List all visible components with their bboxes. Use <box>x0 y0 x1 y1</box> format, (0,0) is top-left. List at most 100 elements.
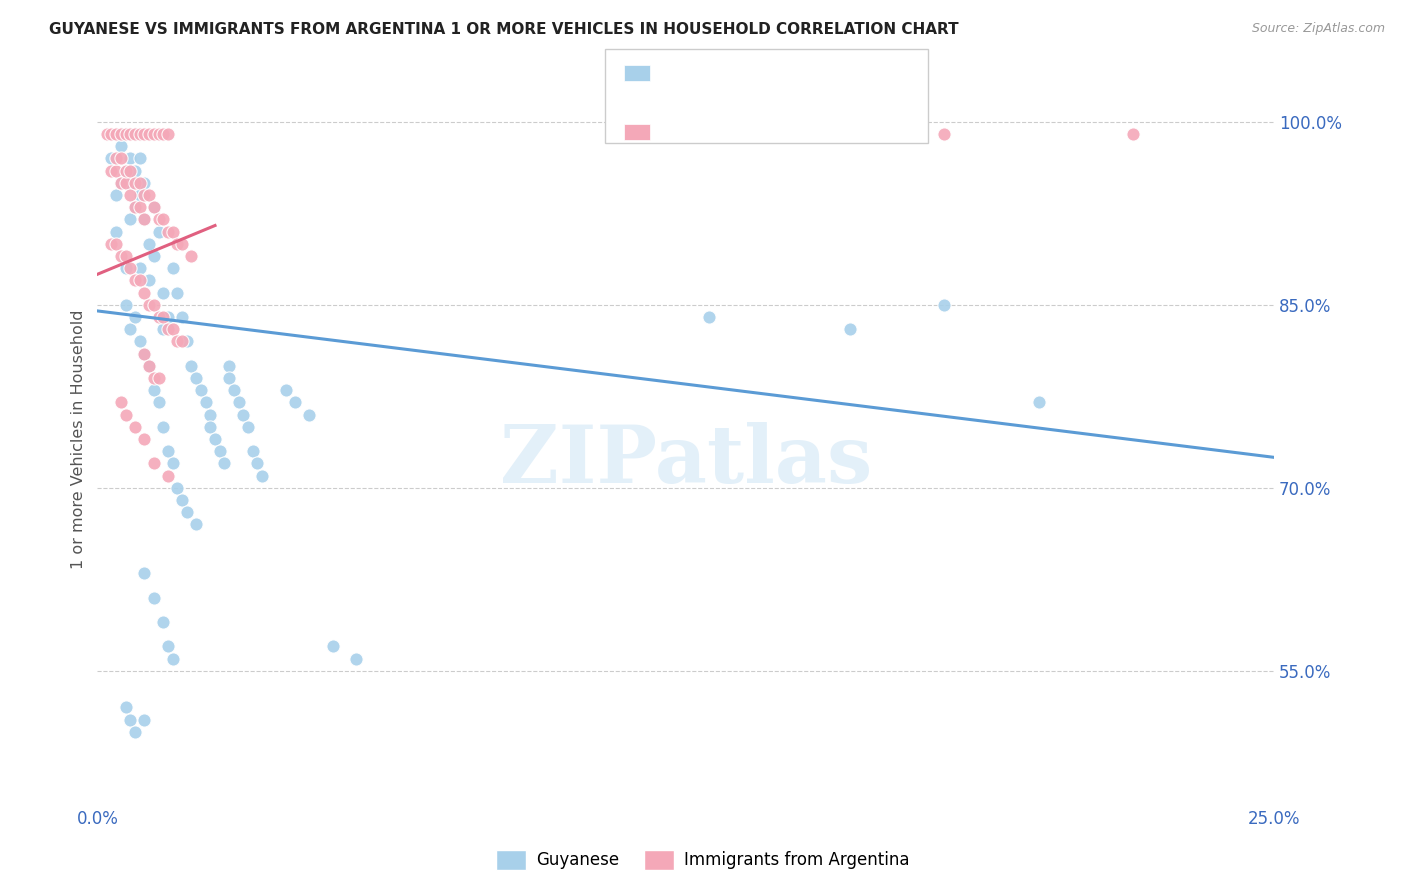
Point <box>138 188 160 202</box>
Point <box>298 408 321 422</box>
Point <box>138 359 160 373</box>
Point <box>142 371 165 385</box>
Text: GUYANESE VS IMMIGRANTS FROM ARGENTINA 1 OR MORE VEHICLES IN HOUSEHOLD CORRELATIO: GUYANESE VS IMMIGRANTS FROM ARGENTINA 1 … <box>49 22 959 37</box>
Point <box>180 249 202 263</box>
Point <box>120 212 142 227</box>
Point <box>138 359 160 373</box>
Point <box>166 481 188 495</box>
Point <box>124 200 146 214</box>
Point <box>170 334 193 349</box>
Point <box>105 188 128 202</box>
Point <box>166 334 188 349</box>
Point <box>156 310 179 324</box>
Point <box>134 176 156 190</box>
Point <box>148 371 170 385</box>
Point <box>128 200 150 214</box>
Point <box>114 176 136 190</box>
Point <box>105 152 128 166</box>
Point <box>128 273 150 287</box>
Point <box>228 395 250 409</box>
Point <box>152 127 174 141</box>
Point <box>156 127 179 141</box>
Point <box>148 225 170 239</box>
Point <box>138 298 160 312</box>
Point <box>114 163 136 178</box>
Point <box>322 640 344 654</box>
Point <box>152 615 174 629</box>
Point <box>194 395 217 409</box>
Point <box>186 517 208 532</box>
Point <box>120 127 142 141</box>
Point <box>214 457 236 471</box>
Point <box>100 163 122 178</box>
Point <box>124 127 146 141</box>
Point <box>114 700 136 714</box>
Point <box>934 298 956 312</box>
Point <box>142 249 165 263</box>
Point <box>134 713 156 727</box>
Point <box>124 127 146 141</box>
Point <box>204 432 226 446</box>
Point <box>100 152 122 166</box>
Point <box>156 444 179 458</box>
Point <box>134 212 156 227</box>
Point <box>110 127 132 141</box>
Point <box>218 359 240 373</box>
Point <box>134 188 156 202</box>
Point <box>138 236 160 251</box>
Text: R = 0.389: R = 0.389 <box>658 123 749 141</box>
Point <box>134 432 156 446</box>
Point <box>114 163 136 178</box>
Point <box>142 591 165 605</box>
Text: R = -0.112: R = -0.112 <box>658 63 755 81</box>
Point <box>697 310 720 324</box>
Point <box>142 127 165 141</box>
Point <box>128 334 150 349</box>
Point <box>134 285 156 300</box>
Point <box>134 127 156 141</box>
Point <box>105 127 128 141</box>
Point <box>162 457 184 471</box>
Text: N = 67: N = 67 <box>749 123 811 141</box>
Point <box>120 152 142 166</box>
Point <box>142 200 165 214</box>
Point <box>114 127 136 141</box>
Point <box>142 200 165 214</box>
Point <box>105 225 128 239</box>
Point <box>156 640 179 654</box>
Point <box>156 468 179 483</box>
Point <box>166 236 188 251</box>
Point <box>170 236 193 251</box>
Point <box>100 127 122 141</box>
Point <box>120 713 142 727</box>
Point <box>142 298 165 312</box>
Point <box>124 310 146 324</box>
Point <box>124 420 146 434</box>
Point <box>138 127 160 141</box>
Point <box>176 505 198 519</box>
Point <box>839 322 862 336</box>
Point <box>170 310 193 324</box>
Y-axis label: 1 or more Vehicles in Household: 1 or more Vehicles in Household <box>72 310 86 569</box>
Point <box>284 395 307 409</box>
Point <box>124 176 146 190</box>
Text: Source: ZipAtlas.com: Source: ZipAtlas.com <box>1251 22 1385 36</box>
Point <box>142 457 165 471</box>
Point <box>124 273 146 287</box>
Point <box>114 408 136 422</box>
Point <box>105 163 128 178</box>
Point <box>242 444 264 458</box>
Point <box>152 322 174 336</box>
Point <box>152 285 174 300</box>
Point <box>124 724 146 739</box>
Point <box>128 127 150 141</box>
Point <box>105 236 128 251</box>
Point <box>134 566 156 581</box>
Point <box>190 383 212 397</box>
Point <box>162 225 184 239</box>
Point <box>246 457 269 471</box>
Point <box>138 273 160 287</box>
Point <box>148 395 170 409</box>
Point <box>110 176 132 190</box>
Point <box>128 152 150 166</box>
